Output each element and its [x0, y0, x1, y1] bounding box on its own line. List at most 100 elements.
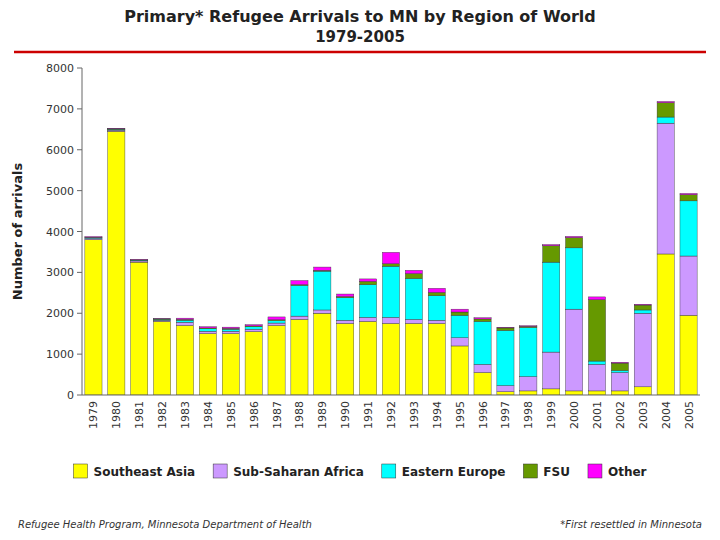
y-tick-label: 8000 [46, 62, 74, 75]
bar-segment [543, 246, 560, 262]
bar-segment [382, 266, 399, 317]
y-tick [77, 354, 82, 355]
bar-segment [428, 292, 445, 295]
bar-segment [588, 391, 605, 395]
bar-segment [131, 260, 148, 262]
bar-segment [314, 310, 331, 313]
bar-segment [520, 377, 537, 391]
bar-segment [520, 391, 537, 395]
y-tick-label: 2000 [46, 307, 74, 320]
bar-segment [405, 274, 422, 279]
bar-segment [154, 321, 171, 395]
x-tick-label: 1998 [522, 401, 535, 429]
legend-label: Other [608, 465, 647, 479]
y-tick [77, 313, 82, 314]
bar-segment [428, 323, 445, 395]
bar-segment [657, 123, 674, 254]
bar-segment [222, 331, 239, 333]
bar-segment [360, 321, 377, 395]
x-tick-label: 1986 [248, 401, 261, 429]
x-axis: 1979198019811982198319841985198619871988… [87, 401, 695, 429]
bar-segment [657, 117, 674, 123]
bar-segment [405, 270, 422, 273]
x-tick-label: 1983 [179, 401, 192, 429]
bar-segment [131, 259, 148, 260]
bar-segment [291, 281, 308, 285]
bar-segment [199, 327, 216, 329]
y-tick-label: 6000 [46, 144, 74, 157]
bar-segment [543, 262, 560, 352]
legend-label: FSU [543, 465, 570, 479]
bar-segment [85, 238, 102, 239]
chart: Primary* Refugee Arrivals to MN by Regio… [0, 0, 720, 540]
y-tick [77, 190, 82, 191]
bar-segment [245, 325, 262, 327]
title: Primary* Refugee Arrivals to MN by Regio… [124, 7, 596, 26]
bar-segment [680, 315, 697, 395]
bar-segment [314, 271, 331, 310]
bar-segment [428, 288, 445, 292]
x-tick-label: 2005 [683, 401, 696, 429]
bar-segment [314, 267, 331, 270]
bar-segment [108, 128, 125, 130]
bar-segment [199, 327, 216, 328]
bar-segment [131, 261, 148, 262]
bar-segment [634, 310, 651, 313]
bar-segment [382, 264, 399, 266]
bar-segment [268, 321, 285, 323]
bar-segment [382, 317, 399, 323]
y-tick [77, 149, 82, 150]
bar-segment [611, 373, 628, 391]
legend: Southeast AsiaSub-Saharan AfricaEastern … [73, 464, 646, 479]
x-tick-label: 1994 [431, 401, 444, 429]
bar-segment [680, 195, 697, 201]
bar-segment [314, 313, 331, 395]
bar-segment [222, 329, 239, 331]
bar-segment [199, 329, 216, 331]
y-tick-label: 7000 [46, 103, 74, 116]
bar-segment [680, 201, 697, 256]
bar-segment [543, 389, 560, 395]
bar-segment [474, 319, 491, 321]
bar-segment [108, 129, 125, 131]
legend-item: Eastern Europe [382, 464, 506, 479]
bar-segment [291, 319, 308, 395]
bar-segment [108, 131, 125, 395]
legend-swatch [73, 464, 87, 478]
bar-segment [291, 316, 308, 319]
bar-segment [657, 254, 674, 395]
bar-segment [566, 238, 583, 248]
x-tick-label: 2002 [614, 401, 627, 429]
bar-segment [245, 332, 262, 395]
bar-segment [566, 248, 583, 309]
bar-segment [566, 391, 583, 395]
bar-segment [176, 326, 193, 395]
legend-swatch [588, 464, 602, 478]
bar-segment [268, 317, 285, 320]
bar-segment [85, 237, 102, 238]
x-axis-line [82, 395, 700, 396]
x-tick-label: 1995 [454, 401, 467, 429]
y-tick [77, 108, 82, 109]
bar-segment [176, 318, 193, 319]
bar-segment [337, 320, 354, 323]
legend-label: Sub-Saharan Africa [233, 465, 364, 479]
x-tick-label: 2001 [591, 401, 604, 429]
bar-segment [176, 320, 193, 322]
y-tick-label: 0 [67, 389, 74, 402]
bar-segment [199, 331, 216, 333]
y-axis-line [82, 68, 83, 395]
bar-segment [176, 322, 193, 325]
bar-segment [634, 305, 651, 310]
bar-segment [428, 320, 445, 323]
bar-segment [497, 327, 514, 329]
bar-segment [588, 297, 605, 300]
bar-segment [85, 236, 102, 238]
bar-segment [382, 323, 399, 395]
x-tick-label: 1990 [339, 401, 352, 429]
bar-segment [337, 294, 354, 296]
x-tick-label: 2004 [660, 401, 673, 429]
x-tick-label: 1982 [156, 401, 169, 429]
y-tick-label: 4000 [46, 226, 74, 239]
legend-item: FSU [523, 464, 570, 479]
